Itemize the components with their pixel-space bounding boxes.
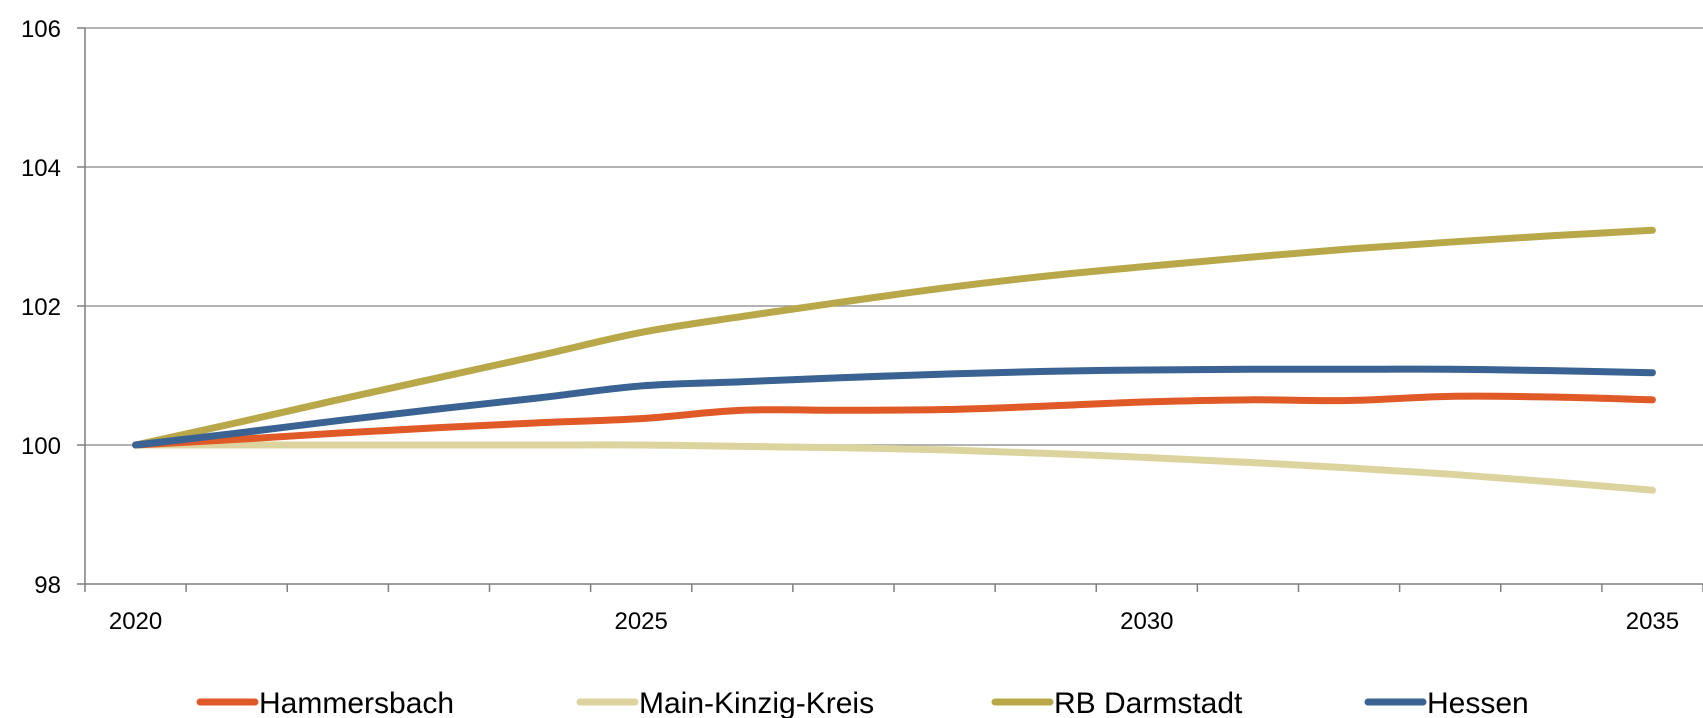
legend-label-hessen: Hessen: [1427, 687, 1529, 718]
legend-label-hammersbach: Hammersbach: [259, 687, 454, 718]
x-tick-label: 2020: [109, 608, 162, 635]
legend-label-rb-darmstadt: RB Darmstadt: [1054, 687, 1243, 718]
x-tick-label: 2030: [1120, 608, 1173, 635]
x-tick-label: 2035: [1626, 608, 1679, 635]
y-tick-label: 102: [21, 294, 61, 321]
y-tick-label: 100: [21, 433, 61, 460]
series-line-main-kinzig-kreis: [132, 441, 1656, 494]
axes: 98 100 102 104 106 2020 2025 2030 2035: [21, 16, 1703, 635]
series-line-hessen: [132, 365, 1656, 449]
y-tick-label: 104: [21, 155, 61, 182]
legend: Hammersbach Main-Kinzig-Kreis RB Darmstadt…: [196, 687, 1529, 718]
x-tick-label: 2025: [614, 608, 667, 635]
y-tick-label: 106: [21, 16, 61, 43]
grid-lines: [85, 27, 1703, 446]
series-line-rb-darmstadt: [132, 226, 1656, 449]
series-lines: [132, 226, 1656, 494]
legend-label-main-kinzig-kreis: Main-Kinzig-Kreis: [639, 687, 874, 718]
series-line-hammersbach: [132, 392, 1656, 449]
y-tick-label: 98: [34, 572, 61, 599]
